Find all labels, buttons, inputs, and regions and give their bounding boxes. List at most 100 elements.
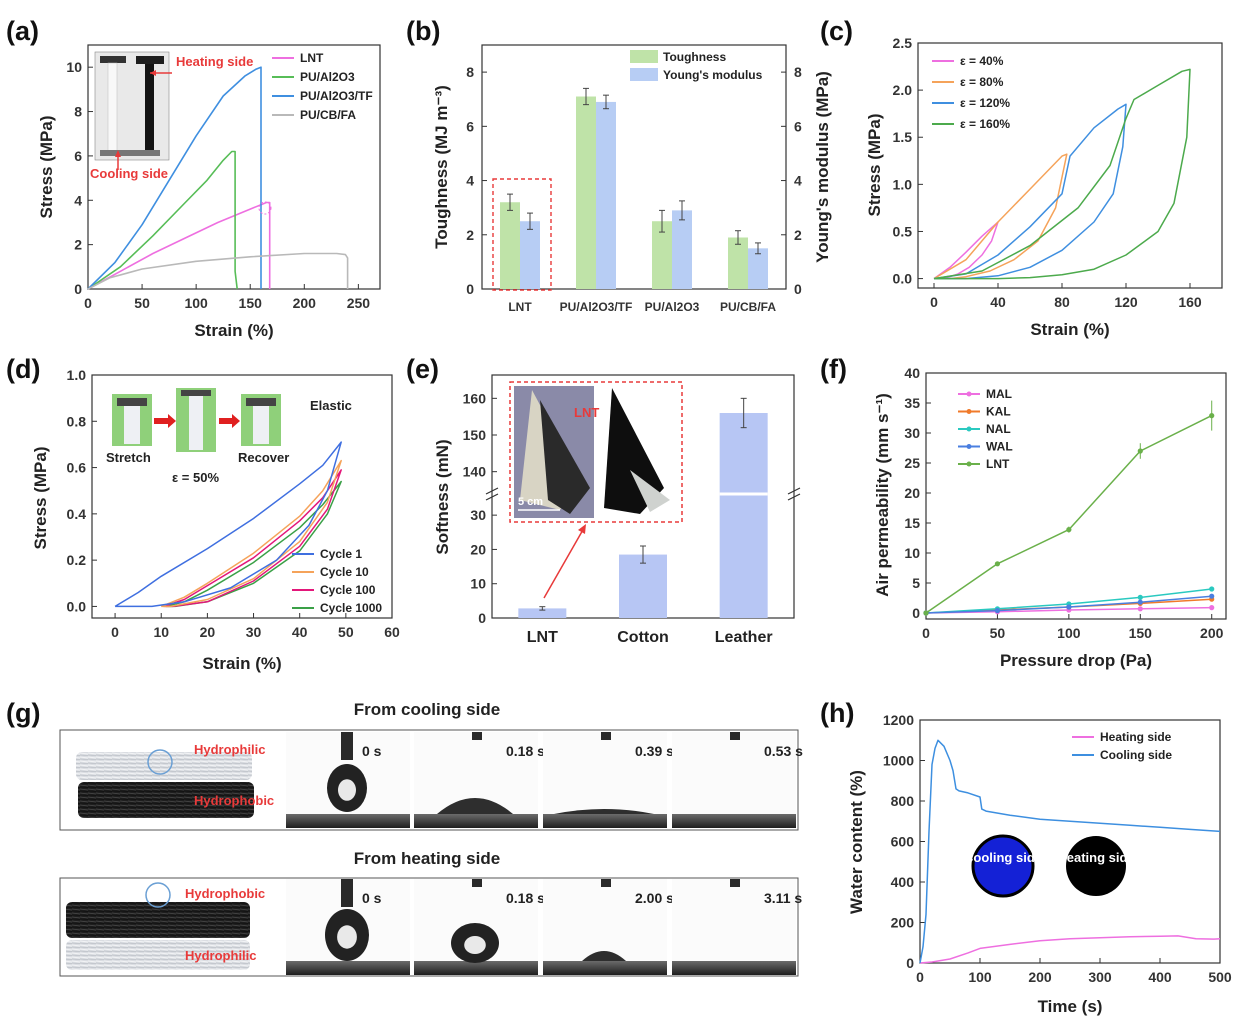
- a-ytick-label: 4: [74, 192, 82, 208]
- inset-lnt-label: LNT: [574, 405, 599, 420]
- e-xtick-label: LNT: [527, 629, 558, 646]
- c-ytick-label: 0.5: [893, 223, 913, 239]
- h-xtick-label: 200: [1028, 969, 1052, 985]
- g-bottom-white-layer: [66, 940, 250, 970]
- panel-f-ylabel: Air permeability (mm s⁻¹): [873, 393, 892, 597]
- h-ytick-label: 400: [891, 874, 915, 890]
- b-bar-Toughness: [652, 221, 672, 289]
- g-top-white-layer: [76, 752, 252, 780]
- b-y2tick-label: 4: [794, 173, 802, 189]
- panel-a-ylabel: Stress (MPa): [37, 116, 56, 219]
- g-substrate: [543, 814, 667, 828]
- panel-label-h: (h): [820, 698, 854, 728]
- h-ytick-label: 0: [906, 955, 914, 971]
- g-needle-stub: [472, 879, 482, 887]
- panel-label-f: (f): [820, 354, 847, 384]
- panel-a-xlabel: Strain (%): [194, 321, 273, 340]
- c-ytick-label: 1.5: [893, 129, 913, 145]
- legend-label: ε = 160%: [960, 117, 1010, 131]
- legend-marker: [966, 444, 972, 449]
- g-time-label: 0 s: [362, 890, 382, 906]
- d-series: [160, 459, 342, 608]
- g-droplet-spread: [582, 951, 626, 961]
- legend-marker: [966, 461, 972, 467]
- g-needle-stub: [730, 732, 740, 740]
- a-xtick-label: 50: [134, 295, 150, 311]
- b-xtick-label: PU/Al2O3/TF: [560, 300, 633, 314]
- f-xtick-label: 50: [990, 625, 1006, 641]
- h-series: [919, 935, 1221, 964]
- c-xtick-label: 80: [1054, 294, 1070, 310]
- g-time-label: 3.11 s: [764, 890, 802, 906]
- d-series: [163, 469, 342, 608]
- b-bar-Toughness: [576, 96, 596, 289]
- g-needle: [341, 879, 353, 907]
- f-xtick-label: 100: [1057, 625, 1081, 641]
- h-series: [919, 739, 1221, 964]
- e-bar: [719, 413, 768, 618]
- g-time-label: 0.39 s: [635, 743, 674, 759]
- cooling-side-disc: [971, 834, 1035, 898]
- f-marker: [994, 608, 1001, 614]
- scale-bar-label: 5 cm: [518, 496, 543, 508]
- g-bottom-layer1: Hydrophobic: [185, 886, 265, 901]
- b-ytick-label: 2: [466, 227, 474, 243]
- a-series-PU/CB/FA: [87, 252, 349, 290]
- strain-50-label: ε = 50%: [172, 470, 219, 485]
- d-ytick-label: 0.4: [67, 506, 87, 522]
- a-xtick-label: 200: [293, 295, 317, 311]
- a-xtick-label: 250: [347, 295, 371, 311]
- e-bar: [619, 554, 667, 618]
- c-ytick-label: 2.0: [893, 82, 913, 98]
- b-bar-Young's modulus: [596, 101, 616, 289]
- panel-d-xlabel: Strain (%): [202, 654, 281, 673]
- panel-f-air-permeability: 0 50 100 150 200 0 5 10 15 20 25 30 35 40 MAL KAL NAL WA…: [873, 365, 1227, 670]
- axis-break-marks: [485, 487, 801, 501]
- panel-b-ylabel: Toughness (MJ m⁻³): [432, 85, 451, 249]
- a-series-PU/Al2O3: [87, 150, 238, 290]
- d-series: [114, 441, 342, 608]
- g-top-droplet-icon: [147, 749, 173, 775]
- panel-label-b: (b): [406, 16, 440, 46]
- panel-h-xlabel: Time (s): [1038, 997, 1103, 1016]
- legend-label: Heating side: [1100, 730, 1172, 744]
- h-ytick-label: 1200: [883, 712, 914, 728]
- g-droplet-spread: [437, 798, 513, 814]
- c-ytick-label: 1.0: [893, 176, 913, 192]
- a-ytick-label: 8: [74, 104, 82, 120]
- cooling-side-disc-line1: Cooling side: [964, 850, 1042, 865]
- f-marker: [1137, 448, 1143, 454]
- g-bottom-frame: [59, 877, 799, 977]
- d-xtick-label: 40: [292, 624, 308, 640]
- h-xtick-label: 100: [968, 969, 992, 985]
- c-series: [933, 68, 1191, 280]
- f-ytick-label: 25: [904, 455, 920, 471]
- panel-h-water-content: 0 100 200 300 400 500 0 200 400 600 800 1000 1200 Co…: [847, 712, 1232, 1016]
- panel-d-inset-photos: [112, 388, 281, 452]
- a-ytick-label: 6: [74, 148, 82, 164]
- a-series-PU/Al2O3/TF: [87, 66, 262, 290]
- g-droplet-highlight: [337, 925, 357, 949]
- panel-f-xlabel: Pressure drop (Pa): [1000, 651, 1152, 670]
- f-ytick-label: 15: [904, 515, 920, 531]
- g-droplet-highlight: [464, 936, 486, 954]
- g-frame-bg: [672, 879, 796, 975]
- h-ytick-label: 200: [891, 915, 915, 931]
- d-ytick-label: 0.8: [67, 413, 87, 429]
- panel-a-inset-photo: [94, 51, 170, 161]
- f-marker: [1066, 604, 1072, 610]
- c-ytick-label: 0.0: [893, 271, 913, 287]
- panel-d-cyclic-loading: 0 10 20 30 40 50 600.00.20.40.60.81.0 Stretch …: [31, 367, 400, 673]
- c-series: [933, 103, 1127, 280]
- f-ytick-label: 30: [904, 425, 920, 441]
- a-ytick-label: 2: [74, 237, 82, 253]
- g-droplet-highlight: [338, 779, 356, 801]
- g-substrate: [414, 814, 538, 828]
- e-bar: [518, 608, 567, 618]
- d-xtick-label: 30: [246, 624, 262, 640]
- g-time-label: 0.18 s: [506, 890, 545, 906]
- panel-d-ylabel: Stress (MPa): [31, 447, 50, 550]
- legend-marker: [966, 409, 972, 414]
- g-top-black-layer: [78, 782, 254, 818]
- g-time-label: 0.53 s: [764, 743, 803, 759]
